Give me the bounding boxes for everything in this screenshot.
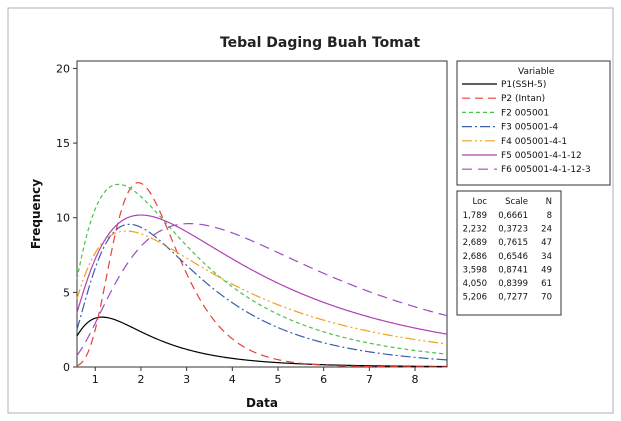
stats-scale: 0,3723 bbox=[498, 225, 528, 235]
legend-label: F5 005001-4-1-12 bbox=[501, 151, 582, 161]
x-tick-label: 8 bbox=[412, 373, 419, 386]
stats-n: 70 bbox=[541, 293, 552, 303]
stats-n: 34 bbox=[541, 252, 552, 262]
x-tick-label: 6 bbox=[320, 373, 327, 386]
stats-n: 61 bbox=[541, 279, 552, 289]
chart-title: Tebal Daging Buah Tomat bbox=[220, 35, 420, 51]
stats-header-scale: Scale bbox=[505, 197, 528, 207]
stats-header-n: N bbox=[546, 197, 552, 207]
stats-loc: 5,206 bbox=[463, 293, 487, 303]
legend-label: F6 005001-4-1-12-3 bbox=[501, 165, 591, 175]
legend-title: Variable bbox=[518, 67, 555, 77]
stats-loc: 2,689 bbox=[463, 238, 487, 248]
stats-loc: 3,598 bbox=[463, 265, 487, 275]
stats-table: 1,789 0,6661 8 2,232 0,3723 24 2,689 0,7615 47 2,… bbox=[463, 211, 552, 303]
legend-label: P2 (Intan) bbox=[501, 94, 545, 104]
series-curve bbox=[76, 316, 448, 368]
legend: P1(SSH-5) P2 (Intan) F2 005001 F3 005001-4 F… bbox=[462, 80, 591, 175]
series-curve bbox=[76, 223, 448, 361]
stats-n: 49 bbox=[541, 265, 552, 275]
stats-scale: 0,7277 bbox=[498, 293, 528, 303]
y-axis-label: Frequency bbox=[29, 179, 43, 249]
stats-loc: 2,686 bbox=[463, 252, 487, 262]
x-tick-label: 1 bbox=[92, 373, 99, 386]
stats-scale: 0,7615 bbox=[498, 238, 528, 248]
series-curve bbox=[76, 230, 448, 345]
x-axis-label: Data bbox=[246, 396, 278, 410]
stats-scale: 0,8741 bbox=[498, 265, 528, 275]
x-tick-label: 4 bbox=[229, 373, 236, 386]
legend-label: F3 005001-4 bbox=[501, 123, 558, 133]
x-axis: 1 2 3 4 5 6 7 8 bbox=[92, 367, 419, 386]
stats-header-loc: Loc bbox=[473, 197, 488, 207]
plot-area bbox=[76, 60, 448, 368]
stats-n: 8 bbox=[547, 211, 552, 221]
series-curve bbox=[76, 223, 448, 356]
y-tick-label: 5 bbox=[63, 286, 70, 299]
stats-loc: 2,232 bbox=[463, 225, 487, 235]
x-tick-label: 7 bbox=[366, 373, 373, 386]
y-axis: 0 5 10 15 20 bbox=[56, 62, 77, 374]
legend-label: F2 005001 bbox=[501, 108, 549, 118]
legend-box bbox=[456, 60, 611, 186]
y-tick-label: 10 bbox=[56, 212, 70, 225]
stats-n: 24 bbox=[541, 225, 552, 235]
y-tick-label: 0 bbox=[63, 361, 70, 374]
series-curves bbox=[76, 182, 448, 368]
x-tick-label: 5 bbox=[274, 373, 281, 386]
stats-loc: 1,789 bbox=[463, 211, 487, 221]
y-tick-label: 20 bbox=[56, 62, 70, 75]
stats-loc: 4,050 bbox=[463, 279, 487, 289]
stats-n: 47 bbox=[541, 238, 552, 248]
stats-table-header: Loc Scale N bbox=[473, 197, 552, 207]
series-curve bbox=[76, 183, 448, 355]
stats-scale: 0,6661 bbox=[498, 211, 528, 221]
x-tick-label: 3 bbox=[183, 373, 190, 386]
legend-label: P1(SSH-5) bbox=[501, 80, 546, 90]
legend-label: F4 005001-4-1 bbox=[501, 137, 567, 147]
stats-table-box bbox=[456, 190, 562, 316]
stats-scale: 0,8399 bbox=[498, 279, 528, 289]
stats-scale: 0,6546 bbox=[498, 252, 528, 262]
series-curve bbox=[76, 182, 447, 368]
y-tick-label: 15 bbox=[56, 137, 70, 150]
series-curve bbox=[76, 214, 448, 335]
x-tick-label: 2 bbox=[137, 373, 144, 386]
